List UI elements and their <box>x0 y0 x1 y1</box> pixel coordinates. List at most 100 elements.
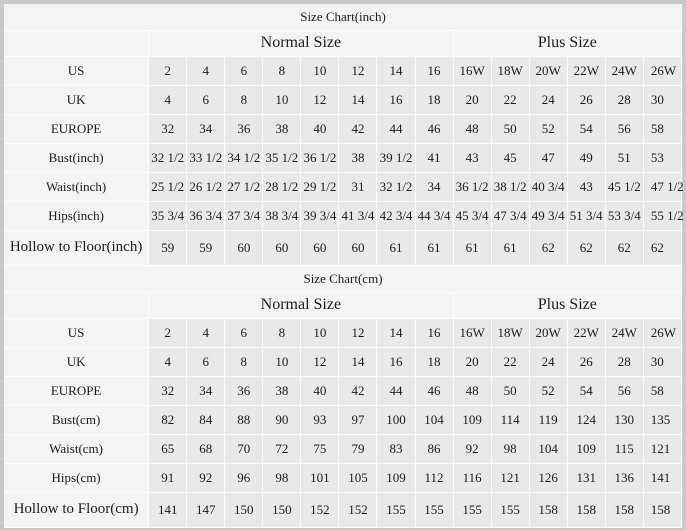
table-cell: 60 <box>263 231 302 266</box>
table-cell: 22W <box>567 57 606 86</box>
cell-value: 72 <box>275 441 289 457</box>
table-cell: 12 <box>301 86 340 115</box>
table-cell: 8 <box>225 348 264 377</box>
table-cell: 105 <box>339 464 378 493</box>
cell-value: 38 1/2 <box>493 179 527 195</box>
table-cell: 50 <box>491 115 530 144</box>
table-cell: 54 <box>567 115 606 144</box>
cell-value: 150 <box>272 502 292 518</box>
cell-value: 10 <box>313 325 327 341</box>
size-group-header: Plus Size <box>453 293 682 319</box>
table-cell: 4 <box>187 319 226 348</box>
cell-value: 20W <box>535 63 561 79</box>
cell-value: 36 1/2 <box>303 150 337 166</box>
cell-value: 42 <box>351 121 365 137</box>
table-cell: 29 1/2 <box>301 173 340 202</box>
table-cell: 20 <box>453 348 492 377</box>
row-label: Bust(inch) <box>4 144 150 173</box>
cell-value: 39 1/2 <box>379 150 413 166</box>
cell-value: 83 <box>389 441 403 457</box>
table-cell: 14 <box>377 57 416 86</box>
table-cell: 60 <box>339 231 378 266</box>
table-cell: 40 <box>301 115 340 144</box>
cell-value: 101 <box>310 470 330 486</box>
cell-value: 93 <box>313 412 327 428</box>
table-cell: 34 <box>187 377 226 406</box>
table-cell: 65 <box>149 435 188 464</box>
cell-value: 119 <box>538 412 558 428</box>
table-cell: 56 <box>605 115 644 144</box>
cell-value: 4 <box>164 354 171 370</box>
size-chart-cm-body: Size Chart(cm) Normal Size Plus Size US 2 4 6 8… <box>4 266 682 528</box>
cell-value: 59 <box>199 240 213 256</box>
table-cell: 60 <box>301 231 340 266</box>
table-row: UK 4 6 8 10 12 14 16 18 20 22 24 26 28 30 <box>4 348 682 377</box>
cell-value: 30 <box>650 92 664 108</box>
table-cell: 155 <box>491 493 530 528</box>
cell-value: 68 <box>199 441 213 457</box>
cell-value: 22W <box>573 63 599 79</box>
table-cell: 20 <box>453 86 492 115</box>
cell-value: 109 <box>386 470 406 486</box>
cell-value: 45 1/2 <box>607 179 641 195</box>
chart-title-row: Size Chart(inch) <box>4 4 682 31</box>
cell-value: 130 <box>614 412 635 428</box>
table-cell: 53 3/4 <box>605 202 644 231</box>
table-cell: 10 <box>301 57 340 86</box>
cell-value: 100 <box>386 412 406 428</box>
table-cell: 4 <box>149 348 188 377</box>
table-cell: 6 <box>225 57 264 86</box>
cell-value: 16 <box>389 92 403 108</box>
cell-value: 37 3/4 <box>227 208 261 224</box>
cell-value: 22 <box>503 354 517 370</box>
cell-value: 42 <box>351 383 365 399</box>
cell-value: 6 <box>202 92 210 108</box>
cell-value: 90 <box>275 412 289 428</box>
table-cell: 55 1/2 <box>643 202 684 231</box>
table-cell: 47 <box>529 144 568 173</box>
cell-value: 33 1/2 <box>189 150 223 166</box>
table-cell: 30 <box>643 348 682 377</box>
table-cell: 32 <box>149 115 188 144</box>
table-cell: 100 <box>377 406 416 435</box>
table-cell: 44 3/4 <box>415 202 454 231</box>
cell-value: 36 <box>237 383 251 399</box>
table-cell: 34 <box>415 173 454 202</box>
cell-value: 10 <box>275 92 289 108</box>
table-cell: 40 3/4 <box>529 173 568 202</box>
table-cell: 72 <box>263 435 302 464</box>
cell-value: 49 <box>579 150 593 166</box>
cell-value: 116 <box>462 470 482 486</box>
table-cell: 61 <box>453 231 492 266</box>
cell-value: 16W <box>459 325 485 341</box>
table-cell: 14 <box>377 319 416 348</box>
cell-value: 158 <box>538 502 558 518</box>
table-cell: 45 <box>491 144 530 173</box>
cell-value: 52 <box>541 383 555 399</box>
table-cell: 43 <box>453 144 492 173</box>
table-cell: 124 <box>567 406 606 435</box>
table-cell: 50 <box>491 377 530 406</box>
table-cell: 38 <box>263 115 302 144</box>
cell-value: 47 <box>541 150 555 166</box>
table-cell: 49 <box>567 144 606 173</box>
cell-value: 84 <box>199 412 213 428</box>
table-cell: 68 <box>187 435 226 464</box>
cell-value: 8 <box>278 325 286 341</box>
table-row: EUROPE 32 34 36 38 40 42 44 46 48 50 52 54 56 58 <box>4 377 682 406</box>
table-cell: 22 <box>491 348 530 377</box>
cell-value: 131 <box>576 470 596 486</box>
cell-value: 26 <box>579 354 593 370</box>
cell-value: 115 <box>614 441 634 457</box>
row-label: Hips(cm) <box>4 464 150 493</box>
table-cell: 26W <box>643 57 682 86</box>
table-cell: 16W <box>453 319 492 348</box>
table-cell: 28 1/2 <box>263 173 302 202</box>
cell-value: 65 <box>161 441 175 457</box>
cell-value: 10 <box>275 354 289 370</box>
cell-value: 121 <box>500 470 520 486</box>
cell-value: 48 <box>465 121 479 137</box>
cell-value: 92 <box>465 441 479 457</box>
table-cell: 4 <box>149 86 188 115</box>
cell-value: 50 <box>503 121 517 137</box>
